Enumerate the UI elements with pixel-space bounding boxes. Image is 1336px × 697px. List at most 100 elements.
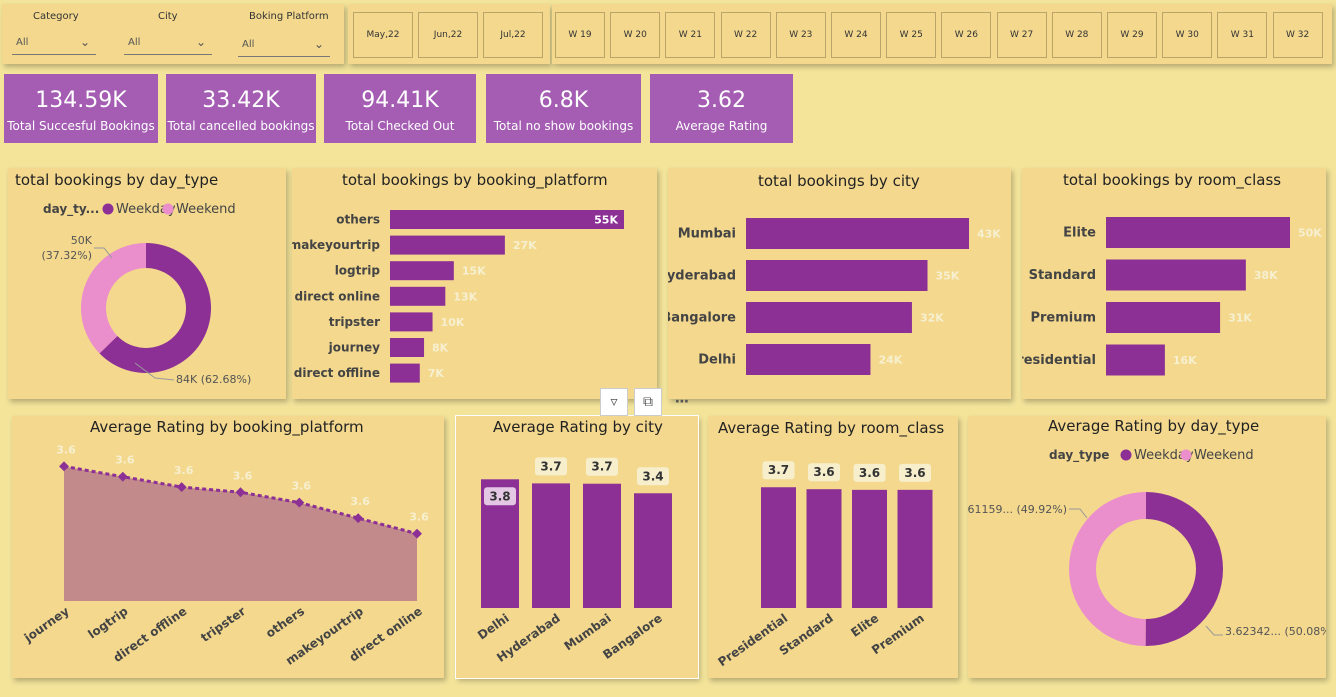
leader-line [134, 362, 175, 381]
bar [746, 260, 928, 291]
data-label: 3.6 [859, 466, 880, 480]
category-label: direct online [295, 289, 380, 303]
week-tile-label: W 30 [1175, 30, 1199, 40]
week-tile-label: W 21 [678, 30, 702, 40]
city-dropdown-value: All [128, 37, 141, 48]
kpi-label: Average Rating [675, 119, 768, 133]
data-label: 3.7 [768, 463, 789, 477]
chart-title: Average Rating by city [493, 418, 663, 436]
legend-title: day_type [1049, 448, 1109, 463]
data-label: 3.7 [540, 459, 561, 473]
legend-label: Weekday [116, 202, 176, 217]
rating-city-panel: 3.8 Delhi 3.7 Hyderabad 3.7 Mumbai 3.4 Bangalor… [455, 415, 699, 679]
week-tile[interactable]: W 22 [720, 12, 771, 58]
category-dropdown-value: All [16, 37, 29, 48]
week-tile-label: W 20 [623, 30, 647, 40]
month-tile-label: Jun,22 [433, 30, 463, 40]
city-bar-chart[interactable]: Mumbai 43K Hyderabad 35K Bangalore 32K Delhi 24… [656, 168, 1011, 399]
data-label: 3.61159... (49.92%) [968, 503, 1067, 516]
category-label: makeyourtrip [292, 238, 380, 252]
platform-dropdown[interactable]: All ⌄ [238, 33, 330, 57]
category-dropdown[interactable]: All ⌄ [12, 31, 96, 55]
value-label: 43K [977, 228, 1001, 241]
bar [806, 489, 842, 608]
week-tile[interactable]: W 32 [1272, 12, 1323, 58]
value-label: 7K [428, 367, 445, 380]
week-tile[interactable]: W 25 [886, 12, 937, 58]
kpi-total-successful: 134.59K Total Succesful Bookings [4, 74, 158, 143]
bar [761, 487, 796, 608]
bar [1106, 259, 1246, 291]
week-tile[interactable]: W 20 [610, 12, 661, 58]
kpi-value: 3.62 [697, 88, 746, 113]
value-label: 50K [1298, 227, 1322, 240]
week-tile[interactable]: W 27 [996, 12, 1047, 58]
city-dropdown[interactable]: All ⌄ [124, 31, 212, 55]
data-label-box [762, 461, 795, 480]
week-tile[interactable]: W 30 [1162, 12, 1213, 58]
data-label-box [808, 463, 840, 482]
bar [390, 312, 433, 332]
platform-bar-chart[interactable]: others 55K makeyourtrip 27K logtrip 15K direct… [289, 168, 657, 399]
leader-line [1069, 508, 1088, 519]
rating-day-type-donut-chart[interactable]: day_type Weekday Weekend 3.62342... (50.08%… [957, 416, 1335, 678]
donut-slice [1145, 492, 1224, 646]
bar [532, 483, 570, 608]
focus-mode-icon[interactable]: ⧉ [634, 388, 662, 416]
legend-marker [162, 203, 174, 215]
legend-label: Weekend [176, 202, 236, 217]
week-tile[interactable]: W 29 [1107, 12, 1157, 58]
bar [897, 489, 933, 608]
rating-room-column-chart[interactable]: 3.7Presidential3.6Standard3.6Elite3.6Pre… [708, 416, 958, 678]
city-slicer-label: City [158, 11, 178, 22]
week-tile-label: W 19 [568, 30, 592, 40]
category-label: journey [21, 604, 72, 646]
more-options-icon[interactable]: ⋯ [675, 394, 689, 410]
bar [1106, 344, 1165, 376]
week-tile-label: W 29 [1120, 30, 1144, 40]
week-tile[interactable]: W 26 [941, 12, 992, 58]
week-tile[interactable]: W 28 [1051, 12, 1102, 58]
chart-title: total bookings by booking_platform [342, 171, 608, 189]
value-label: 15K [462, 265, 486, 278]
week-tile-label: W 26 [954, 30, 978, 40]
week-tile-label: W 27 [1009, 30, 1034, 40]
value-label: 27K [513, 239, 537, 252]
kpi-value: 94.41K [361, 88, 439, 113]
bar [852, 489, 887, 608]
room-bar-chart[interactable]: Elite 50K Standard 38K Premium 31K Presidentia… [1008, 168, 1326, 399]
chart-title: Average Rating by room_class [718, 419, 945, 437]
kpi-value: 33.42K [202, 88, 280, 113]
day-type-donut-chart[interactable]: day_ty... Weekday Weekend 84K (62.68%) 50K (3… [8, 168, 286, 399]
data-label: 3.6 [233, 469, 253, 482]
month-tile[interactable]: Jul,22 [483, 12, 543, 58]
chevron-down-icon: ⌄ [79, 35, 90, 49]
category-label: Bangalore [668, 311, 736, 326]
kpi-label: Total Checked Out [345, 119, 455, 133]
value-label: 31K [1228, 312, 1252, 325]
value-label: 55K [594, 214, 618, 227]
kpi-no-show: 6.8K Total no show bookings [486, 74, 641, 143]
legend-marker [1180, 449, 1192, 461]
rating-platform-panel: 3.6 journey 3.6 logtrip 3.6 direct offline 3.6… [12, 416, 444, 678]
filter-icon[interactable]: ▿ [600, 388, 628, 416]
category-slicer-label: Category [33, 11, 79, 22]
leader-line [94, 247, 113, 259]
room-bar-panel: Elite 50K Standard 38K Premium 31K Presidentia… [1008, 168, 1326, 399]
week-tile[interactable]: W 31 [1217, 12, 1268, 58]
month-tile[interactable]: Jun,22 [418, 12, 478, 58]
rating-city-column-chart[interactable]: 3.8Delhi3.7Hyderabad3.7Mumbai3.4Bangalor… [456, 416, 698, 678]
week-tile[interactable]: W 24 [831, 12, 881, 58]
month-tile-label: Jul,22 [500, 30, 526, 40]
value-label: 13K [453, 290, 477, 303]
data-label-box [853, 463, 886, 482]
week-tile[interactable]: W 19 [555, 12, 605, 58]
month-tile[interactable]: May,22 [353, 12, 413, 58]
legend-label: Weekend [1194, 448, 1254, 463]
week-tile[interactable]: W 23 [775, 12, 826, 58]
data-label: 3.6 [174, 464, 194, 477]
week-tile[interactable]: W 21 [665, 12, 716, 58]
category-label: Elite [848, 611, 881, 640]
week-tile-label: W 24 [844, 30, 868, 40]
